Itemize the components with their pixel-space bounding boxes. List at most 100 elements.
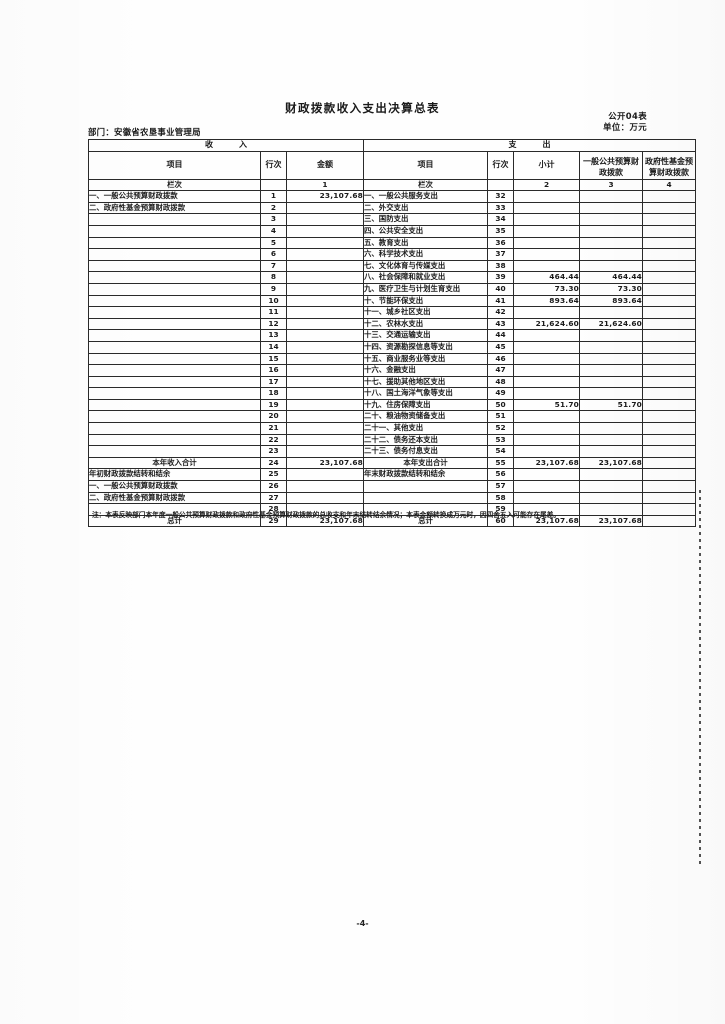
expense-gov-fund-cell	[642, 468, 697, 482]
table-row: 10 十、节能环保支出 41 893.64 893.64	[88, 294, 697, 308]
expense-gov-fund-cell	[642, 306, 697, 319]
expense-subtotal-cell	[513, 259, 581, 273]
income-amount-cell	[285, 271, 365, 284]
income-amount-cell	[285, 503, 365, 516]
expense-item-cell: 本年支出合计	[363, 456, 489, 470]
income-item-cell: 本年收入合计	[88, 456, 261, 470]
income-item-cell	[88, 445, 261, 458]
expense-gov-fund-cell	[642, 514, 697, 528]
expense-rowno-cell: 39	[487, 271, 515, 284]
expense-rowno-cell: 41	[487, 294, 515, 308]
expense-rowno-cell: 56	[487, 468, 515, 482]
expense-subtotal-cell	[513, 224, 581, 238]
expense-rowno-cell: 48	[487, 375, 515, 389]
expense-item-cell: 七、文化体育与传媒支出	[363, 259, 489, 273]
table-row: 5 五、教育支出 36	[88, 236, 697, 250]
expense-gov-fund-cell	[642, 375, 697, 389]
expense-gov-fund-cell	[642, 329, 697, 342]
table-row: 19 十九、住房保障支出 50 51.70 51.70	[88, 398, 697, 412]
expense-subtotal-cell	[513, 190, 581, 203]
expense-rowno-cell: 40	[487, 282, 515, 296]
expense-rowno-cell: 35	[487, 224, 515, 238]
header-expense-subtotal: 小计	[513, 150, 581, 180]
income-amount-cell	[285, 445, 365, 458]
expense-subtotal-cell	[513, 329, 581, 342]
table-row: 18 十八、国土海洋气象等支出 49	[88, 387, 697, 400]
lane-number-3: 3	[579, 178, 644, 192]
table-row: 二、政府性基金预算财政拨款 27 58	[88, 491, 697, 505]
expense-subtotal-cell	[513, 364, 581, 377]
income-item-cell	[88, 259, 261, 273]
expense-item-cell: 二、外交支出	[363, 201, 489, 215]
expense-general-budget-cell	[579, 248, 644, 261]
expense-general-budget-cell	[579, 410, 644, 424]
expense-subtotal-cell	[513, 340, 581, 354]
expense-general-budget-cell: 464.44	[579, 271, 644, 284]
expense-item-cell	[363, 491, 489, 505]
income-group-header: 收 入	[87, 139, 365, 152]
expense-general-budget-cell: 23,107.68	[579, 514, 644, 528]
table-body: 一、一般公共预算财政拨款 1 23,107.68 一、一般公共服务支出 32 二、政府性基…	[88, 190, 697, 528]
expense-gov-fund-cell	[642, 503, 697, 516]
table-row: 20 二十、粮油物资储备支出 51	[88, 410, 697, 424]
income-rowno-cell: 11	[260, 306, 287, 319]
expense-gov-fund-cell	[642, 213, 697, 226]
table-row: 14 十四、资源勘探信息等支出 45	[88, 340, 697, 354]
expense-gov-fund-cell	[642, 236, 697, 250]
expense-general-budget-cell	[579, 364, 644, 377]
income-rowno-cell: 7	[260, 259, 287, 273]
income-rowno-cell: 25	[260, 468, 287, 482]
expense-general-budget-cell: 73.30	[579, 282, 644, 296]
table-row: 3 三、国防支出 34	[88, 213, 697, 226]
income-rowno-cell: 16	[260, 364, 287, 377]
lane-number-4: 4	[642, 178, 697, 192]
lane-number-row: 栏次 1 栏次 2 3 4	[88, 178, 697, 192]
expense-gov-fund-cell	[642, 352, 697, 366]
expense-item-cell: 九、医疗卫生与计划生育支出	[363, 282, 489, 296]
expense-general-budget-cell	[579, 201, 644, 215]
expense-item-cell: 五、教育支出	[363, 236, 489, 250]
expense-group-header: 支 出	[363, 139, 697, 152]
table-row: 9 九、医疗卫生与计划生育支出 40 73.30 73.30	[88, 282, 697, 296]
expense-gov-fund-cell	[642, 398, 697, 412]
expense-general-budget-cell	[579, 387, 644, 400]
expense-subtotal-cell: 21,624.60	[513, 317, 581, 331]
income-item-cell	[88, 433, 261, 447]
expense-gov-fund-cell	[642, 190, 697, 203]
income-rowno-cell: 4	[260, 224, 287, 238]
income-rowno-cell: 9	[260, 282, 287, 296]
expense-general-budget-cell: 893.64	[579, 294, 644, 308]
expense-rowno-cell: 54	[487, 445, 515, 458]
table-head: 收 入 支 出 项目 行次 金额 项目 行次 小计 一般公共预算财政拨款 政府性…	[87, 139, 697, 192]
income-item-cell	[88, 387, 261, 400]
income-rowno-cell: 26	[260, 480, 287, 493]
expense-subtotal-cell	[513, 236, 581, 250]
footnote: 注：本表反映部门本年度一般公共预算财政拨款和政府性基金预算财政拨款的总收支和年末…	[92, 511, 561, 519]
expense-item-cell: 八、社会保障和就业支出	[363, 271, 489, 284]
expense-rowno-cell: 49	[487, 387, 515, 400]
expense-subtotal-cell: 23,107.68	[513, 456, 581, 470]
income-amount-cell	[285, 317, 365, 331]
expense-rowno-cell: 52	[487, 422, 515, 435]
expense-subtotal-cell: 73.30	[513, 282, 581, 296]
income-item-cell	[88, 294, 261, 308]
expense-gov-fund-cell	[642, 456, 697, 470]
financial-table: 收 入 支 出 项目 行次 金额 项目 行次 小计 一般公共预算财政拨款 政府性…	[87, 139, 697, 528]
table-row: 总计 29 23,107.68 总计 60 23,107.68 23,107.68	[88, 514, 697, 528]
expense-item-cell: 十五、商业服务业等支出	[363, 352, 489, 366]
page-number: -4-	[356, 919, 369, 928]
header-income-rowno: 行次	[260, 150, 287, 180]
expense-gov-fund-cell	[642, 271, 697, 284]
expense-item-cell: 十六、金融支出	[363, 364, 489, 377]
income-amount-cell	[285, 340, 365, 354]
group-header-row: 收 入 支 出	[87, 139, 697, 152]
table-row: 16 十六、金融支出 47	[88, 364, 697, 377]
expense-rowno-cell: 46	[487, 352, 515, 366]
income-item-cell	[88, 410, 261, 424]
expense-general-budget-cell	[579, 480, 644, 493]
income-rowno-cell: 14	[260, 340, 287, 354]
header-expense-rowno: 行次	[487, 150, 515, 180]
table-row: 21 二十一、其他支出 52	[88, 422, 697, 435]
lane-blank-income-rowno	[260, 178, 287, 192]
